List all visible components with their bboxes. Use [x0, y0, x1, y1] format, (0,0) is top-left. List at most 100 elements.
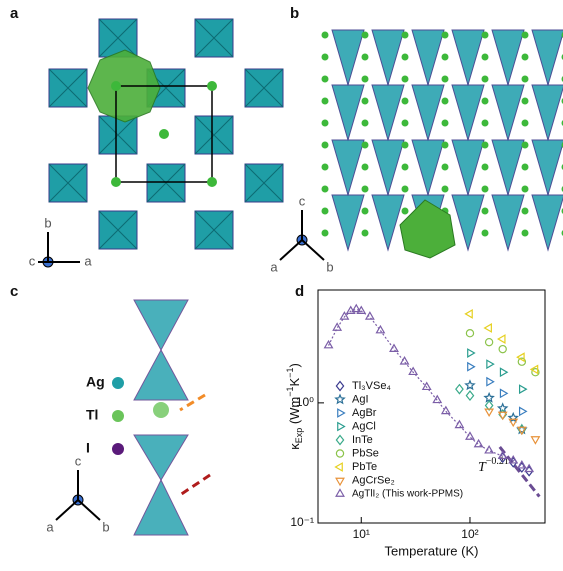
legend-label: Ag — [86, 374, 105, 390]
legend-label: InTe — [352, 434, 373, 446]
atom — [402, 208, 409, 215]
atom — [402, 164, 409, 171]
data-point — [498, 335, 505, 343]
data-point — [487, 360, 494, 368]
atom — [482, 208, 489, 215]
data-point — [466, 391, 473, 400]
octahedron — [452, 140, 484, 195]
octahedron — [332, 140, 364, 195]
legend-dot — [112, 410, 124, 422]
atom — [522, 120, 529, 127]
panel-label: b — [290, 5, 299, 22]
atom — [522, 186, 529, 193]
atom — [402, 186, 409, 193]
axis-label: b — [326, 259, 333, 274]
data-point — [500, 389, 507, 397]
tetrahedron — [134, 350, 188, 400]
data-point — [390, 345, 398, 352]
legend-label: PbSe — [352, 447, 379, 459]
legend-dot — [112, 443, 124, 455]
atom — [322, 120, 329, 127]
atom — [442, 32, 449, 39]
octahedron — [492, 85, 524, 140]
legend-label: AgCl — [352, 420, 376, 432]
data-point — [500, 368, 507, 376]
atom — [522, 54, 529, 61]
legend-label: AgCrSe₂ — [352, 474, 395, 486]
octahedron — [452, 195, 484, 250]
atom — [207, 81, 217, 91]
legend-dot — [112, 377, 124, 389]
atom — [522, 164, 529, 171]
octahedron — [372, 195, 404, 250]
data-point — [532, 437, 540, 444]
atom — [322, 164, 329, 171]
octahedron — [492, 140, 524, 195]
tetrahedron — [134, 435, 188, 480]
data-point — [468, 349, 475, 357]
atom — [322, 32, 329, 39]
data-point — [377, 326, 385, 333]
axis-label: c — [75, 453, 82, 468]
octahedron — [532, 195, 563, 250]
atom — [322, 186, 329, 193]
atom — [362, 76, 369, 83]
octahedron — [452, 30, 484, 85]
legend-marker — [336, 463, 343, 471]
axis-label: a — [46, 519, 54, 534]
atom — [322, 230, 329, 237]
atom — [442, 164, 449, 171]
atom — [482, 164, 489, 171]
atom — [322, 98, 329, 105]
octahedron — [412, 85, 444, 140]
data-point — [442, 407, 450, 414]
atom — [442, 186, 449, 193]
panel-label: d — [295, 283, 304, 300]
data-point — [465, 310, 472, 318]
data-point — [401, 357, 409, 364]
octahedron — [412, 140, 444, 195]
octahedron — [532, 30, 563, 85]
axis-label: b — [102, 519, 109, 534]
tetrahedron — [134, 300, 188, 350]
atom — [402, 120, 409, 127]
atom — [362, 142, 369, 149]
data-point — [466, 330, 473, 337]
data-point — [487, 378, 494, 386]
atom — [322, 142, 329, 149]
data-point — [366, 312, 374, 319]
x-tick-label: 10¹ — [353, 527, 370, 541]
axis-arrow — [78, 500, 100, 520]
octahedron — [332, 30, 364, 85]
atom — [362, 230, 369, 237]
annotation: T−0.21 — [478, 456, 509, 475]
atom — [522, 98, 529, 105]
y-axis-label-part: −1 — [285, 368, 295, 378]
atom — [402, 54, 409, 61]
axis-label: a — [84, 253, 92, 268]
legend-marker — [338, 423, 345, 431]
data-point — [485, 324, 492, 332]
axis-arrow — [280, 240, 302, 260]
data-point — [520, 407, 527, 415]
atom — [442, 76, 449, 83]
atom — [362, 120, 369, 127]
legend-label: Tl₃VSe₄ — [352, 380, 391, 392]
panel-label: a — [10, 5, 19, 22]
x-tick-label: 10² — [461, 527, 478, 541]
atom — [159, 129, 169, 139]
axis-arrow — [302, 240, 324, 260]
atom — [482, 120, 489, 127]
atom — [207, 177, 217, 187]
atom — [482, 54, 489, 61]
arrow — [180, 475, 210, 495]
axis-label: c — [29, 253, 36, 268]
atom — [482, 186, 489, 193]
atom — [402, 76, 409, 83]
atom — [482, 76, 489, 83]
axis-arrow — [56, 500, 78, 520]
legend-marker — [336, 450, 343, 457]
atom — [111, 177, 121, 187]
